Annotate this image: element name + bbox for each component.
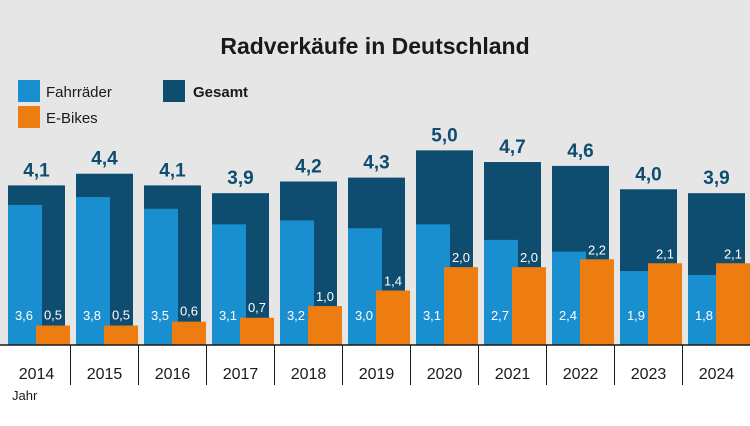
legend-label-ebikes: E-Bikes	[46, 110, 98, 127]
label-gesamt-2017: 3,9	[227, 168, 253, 189]
label-gesamt-2019: 4,3	[363, 153, 389, 174]
bar-ebikes-2023	[648, 263, 682, 345]
label-fahrraeder-2023: 1,9	[627, 308, 645, 323]
data-labels-layer: 4,1 3,6 0,5 4,4 3,8 0,5 4,1 3,5 0,6 3,9 3,1 0,7 4,2 3…	[15, 125, 742, 323]
label-ebikes-2014: 0,5	[44, 308, 62, 323]
label-fahrraeder-2016: 3,5	[151, 308, 169, 323]
label-ebikes-2016: 0,6	[180, 304, 198, 319]
bar-ebikes-2020	[444, 267, 478, 345]
label-ebikes-2015: 0,5	[112, 308, 130, 323]
chart-title: Radverkäufe in Deutschland	[220, 33, 529, 59]
bar-ebikes-2022	[580, 259, 614, 345]
bar-ebikes-2015	[104, 325, 138, 345]
label-ebikes-2023: 2,1	[656, 246, 674, 261]
bar-ebikes-2024	[716, 263, 750, 345]
x-axis-label: Jahr	[12, 388, 38, 403]
label-fahrraeder-2018: 3,2	[287, 308, 305, 323]
label-gesamt-2021: 4,7	[499, 137, 525, 158]
x-tick-label-2014: 2014	[19, 366, 55, 383]
x-tick-label-2022: 2022	[563, 366, 599, 383]
x-tick-label-2021: 2021	[495, 366, 531, 383]
bar-ebikes-2016	[172, 321, 206, 345]
label-ebikes-2017: 0,7	[248, 300, 266, 315]
label-ebikes-2022: 2,2	[588, 242, 606, 257]
x-tick-label-2017: 2017	[223, 366, 259, 383]
bar-ebikes-2017	[240, 317, 274, 345]
label-fahrraeder-2022: 2,4	[559, 308, 577, 323]
label-fahrraeder-2021: 2,7	[491, 308, 509, 323]
label-gesamt-2016: 4,1	[159, 160, 186, 181]
bar-ebikes-2019	[376, 290, 410, 345]
bar-fahrraeder-2015	[76, 197, 110, 345]
legend: Fahrräder E-Bikes Gesamt	[18, 80, 248, 128]
label-ebikes-2019: 1,4	[384, 274, 402, 289]
label-gesamt-2015: 4,4	[91, 149, 118, 170]
legend-swatch-ebikes	[18, 106, 40, 128]
label-gesamt-2020: 5,0	[431, 125, 457, 146]
label-gesamt-2023: 4,0	[635, 164, 661, 185]
label-fahrraeder-2019: 3,0	[355, 308, 373, 323]
x-axis: 2014 2015 2016 2017 2018 2019 2020 2021 2022 2023…	[19, 345, 735, 385]
x-tick-label-2024: 2024	[699, 366, 735, 383]
label-gesamt-2024: 3,9	[703, 168, 729, 189]
legend-swatch-gesamt	[163, 80, 185, 102]
label-gesamt-2022: 4,6	[567, 141, 593, 162]
bar-fahrraeder-2014	[8, 204, 42, 345]
legend-swatch-fahrraeder	[18, 80, 40, 102]
bar-ebikes-2014	[36, 325, 70, 345]
label-ebikes-2024: 2,1	[724, 246, 742, 261]
label-fahrraeder-2015: 3,8	[83, 308, 101, 323]
x-tick-label-2019: 2019	[359, 366, 395, 383]
label-gesamt-2014: 4,1	[23, 160, 50, 181]
x-tick-label-2016: 2016	[155, 366, 191, 383]
label-fahrraeder-2014: 3,6	[15, 308, 33, 323]
x-tick-label-2023: 2023	[631, 366, 667, 383]
label-fahrraeder-2020: 3,1	[423, 308, 441, 323]
legend-label-gesamt: Gesamt	[193, 84, 248, 101]
bar-ebikes-2018	[308, 306, 342, 345]
label-gesamt-2018: 4,2	[295, 157, 321, 178]
x-tick-label-2018: 2018	[291, 366, 327, 383]
label-ebikes-2018: 1,0	[316, 289, 334, 304]
label-ebikes-2021: 2,0	[520, 250, 538, 265]
bar-ebikes-2021	[512, 267, 546, 345]
label-fahrraeder-2024: 1,8	[695, 308, 713, 323]
label-ebikes-2020: 2,0	[452, 250, 470, 265]
x-tick-label-2020: 2020	[427, 366, 463, 383]
bars-layer	[8, 150, 750, 345]
legend-label-fahrraeder: Fahrräder	[46, 84, 112, 101]
label-fahrraeder-2017: 3,1	[219, 308, 237, 323]
x-tick-label-2015: 2015	[87, 366, 123, 383]
